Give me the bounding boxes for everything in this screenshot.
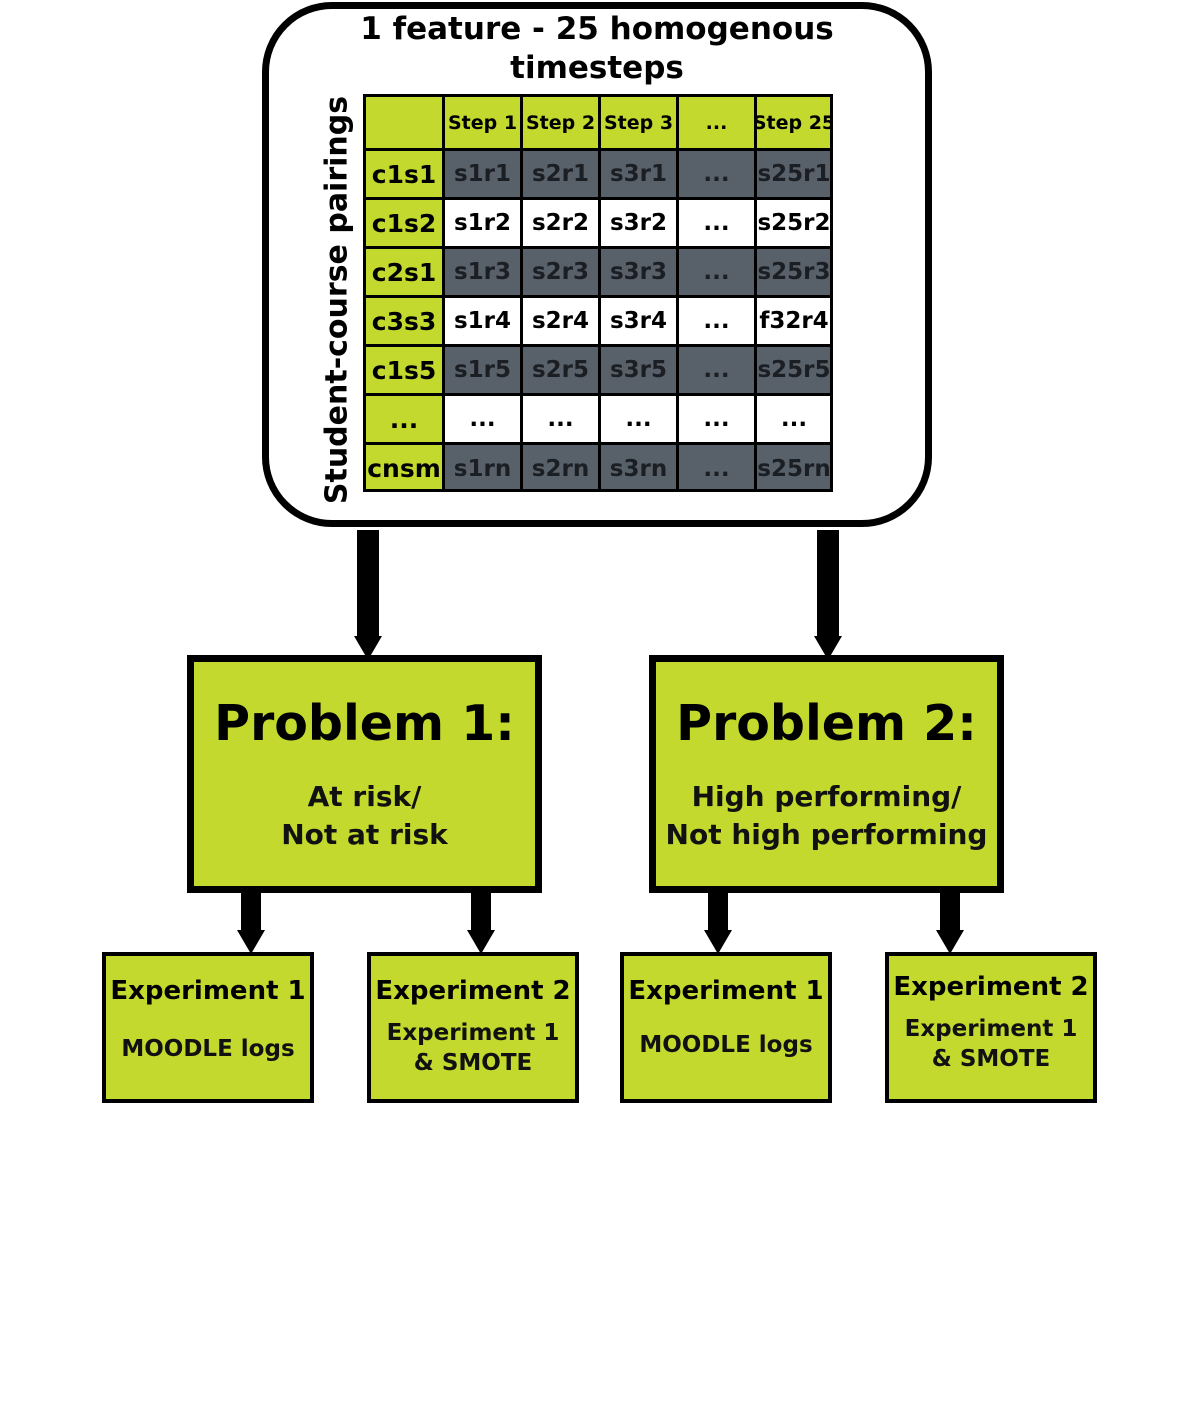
table-cell: ... <box>679 445 754 489</box>
table-cell: ... <box>445 396 520 442</box>
table-cell: ... <box>523 396 598 442</box>
column-header: ... <box>679 97 754 148</box>
problem-2-description: High performing/ Not high performing <box>656 778 997 854</box>
table-cell: ... <box>679 151 754 197</box>
arrow-shaft-p1-exp1 <box>241 893 261 933</box>
problem-2-line-1: High performing/ <box>691 780 962 813</box>
problem-1-box: Problem 1: At risk/ Not at risk <box>187 655 542 893</box>
table-cell: s3r4 <box>601 298 676 344</box>
table-cell: ... <box>679 298 754 344</box>
experiment-line-2: & SMOTE <box>413 1050 533 1076</box>
table-cell: s3r1 <box>601 151 676 197</box>
experiment-title: Experiment 2 <box>375 976 571 1006</box>
column-header: Step 1 <box>445 97 520 148</box>
table-cell: s25r5 <box>757 347 830 393</box>
title-line-1: 1 feature - 25 homogenous <box>360 11 834 47</box>
experiment-title: Experiment 2 <box>893 972 1089 1002</box>
table-cell: s2r3 <box>523 249 598 295</box>
arrow-head-p1-exp1 <box>237 930 265 954</box>
experiment-title: Experiment 1 <box>110 976 306 1006</box>
problem-2-title: Problem 2: <box>676 695 977 752</box>
problem-2-line-2: Not high performing <box>665 818 988 851</box>
table-cell: s2r1 <box>523 151 598 197</box>
table-cell: s2rn <box>523 445 598 489</box>
arrow-head-p1-exp2 <box>467 930 495 954</box>
table-cell: s2r4 <box>523 298 598 344</box>
arrow-head-p2-exp2 <box>936 930 964 954</box>
experiment-box-p1-1: Experiment 1 MOODLE logs <box>102 952 314 1103</box>
row-label: c1s1 <box>366 151 442 197</box>
arrow-shaft-to-problem-2 <box>817 530 839 640</box>
column-header: Step 3 <box>601 97 676 148</box>
experiment-line-1: MOODLE logs <box>639 1032 813 1058</box>
arrow-shaft-p2-exp2 <box>940 893 960 933</box>
table-cell: ... <box>679 249 754 295</box>
table-cell: s2r2 <box>523 200 598 246</box>
row-label: c1s5 <box>366 347 442 393</box>
table-corner-cell <box>366 97 442 148</box>
table-cell: s1r1 <box>445 151 520 197</box>
problem-2-box: Problem 2: High performing/ Not high per… <box>649 655 1004 893</box>
table-cell: s3r2 <box>601 200 676 246</box>
arrow-shaft-p2-exp1 <box>708 893 728 933</box>
problem-1-description: At risk/ Not at risk <box>194 778 535 854</box>
table-cell: s3r5 <box>601 347 676 393</box>
arrow-shaft-p1-exp2 <box>471 893 491 933</box>
row-label: c1s2 <box>366 200 442 246</box>
vertical-label-text: Student-course pairings <box>319 95 355 505</box>
row-label: ... <box>366 396 442 442</box>
table-cell: s25r1 <box>757 151 830 197</box>
table-cell: s1r2 <box>445 200 520 246</box>
experiment-box-p2-1: Experiment 1 MOODLE logs <box>620 952 832 1103</box>
table-cell: ... <box>679 396 754 442</box>
table-cell: s1r5 <box>445 347 520 393</box>
table-cell: s25rn <box>757 445 830 489</box>
table-cell: s3rn <box>601 445 676 489</box>
experiment-line-1: MOODLE logs <box>121 1036 295 1062</box>
arrow-head-p2-exp1 <box>704 930 732 954</box>
row-label: cnsm <box>366 445 442 489</box>
table-cell: s3r3 <box>601 249 676 295</box>
table-cell: s25r3 <box>757 249 830 295</box>
title-line-2: timesteps <box>510 50 684 86</box>
column-header: Step 25 <box>757 97 830 148</box>
table-cell: ... <box>679 200 754 246</box>
table-cell: ... <box>679 347 754 393</box>
table-cell: ... <box>601 396 676 442</box>
experiment-title: Experiment 1 <box>628 976 824 1006</box>
table-cell: s1rn <box>445 445 520 489</box>
table-cell: f32r4 <box>757 298 830 344</box>
column-header: Step 2 <box>523 97 598 148</box>
arrow-shaft-to-problem-1 <box>357 530 379 640</box>
problem-1-line-1: At risk/ <box>307 780 422 813</box>
container-title: 1 feature - 25 homogenous timesteps <box>262 10 932 88</box>
row-label: c2s1 <box>366 249 442 295</box>
problem-1-title: Problem 1: <box>214 695 515 752</box>
row-label: c3s3 <box>366 298 442 344</box>
table-cell: s25r2 <box>757 200 830 246</box>
table-cell: s1r3 <box>445 249 520 295</box>
table-cell: s1r4 <box>445 298 520 344</box>
experiment-box-p2-2: Experiment 2 Experiment 1 & SMOTE <box>885 952 1097 1103</box>
experiment-line-2: & SMOTE <box>931 1046 1051 1072</box>
experiment-line-1: Experiment 1 <box>386 1020 560 1046</box>
table-cell: ... <box>757 396 830 442</box>
vertical-axis-label: Student-course pairings <box>312 96 362 504</box>
experiment-box-p1-2: Experiment 2 Experiment 1 & SMOTE <box>367 952 579 1103</box>
problem-1-line-2: Not at risk <box>281 818 448 851</box>
table-cell: s2r5 <box>523 347 598 393</box>
experiment-line-1: Experiment 1 <box>904 1016 1078 1042</box>
